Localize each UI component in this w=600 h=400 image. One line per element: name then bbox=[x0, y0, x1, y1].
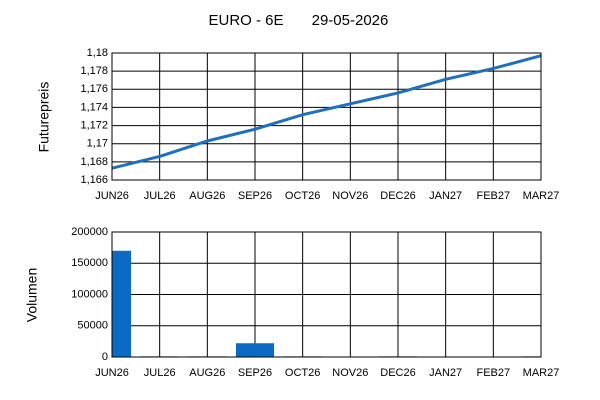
y-tick-label: 1,178 bbox=[80, 65, 108, 77]
y-tick-label: 200000 bbox=[71, 226, 108, 238]
x-tick-label: DEC26 bbox=[380, 190, 415, 202]
x-tick-label: OCT26 bbox=[285, 190, 320, 202]
x-tick-label: NOV26 bbox=[332, 367, 368, 379]
x-tick-label: MAR27 bbox=[523, 367, 560, 379]
x-tick-label: FEB27 bbox=[477, 190, 511, 202]
y-axis-label: Futurepreis bbox=[36, 82, 52, 153]
bars bbox=[112, 250, 541, 357]
y-tick-label: 50000 bbox=[77, 320, 108, 332]
x-tick-label: DEC26 bbox=[380, 367, 415, 379]
x-tick-label: FEB27 bbox=[477, 367, 511, 379]
y-tick-label: 1,174 bbox=[80, 101, 108, 113]
x-tick-label: AUG26 bbox=[189, 367, 225, 379]
x-tick-label: NOV26 bbox=[332, 190, 368, 202]
chart-subtitle: 29-05-2026 bbox=[312, 12, 389, 29]
y-tick-label: 100000 bbox=[71, 288, 108, 300]
x-tick-label: SEP26 bbox=[238, 367, 272, 379]
y-axis-label: Volumen bbox=[24, 268, 40, 322]
x-tick-label: JUL26 bbox=[144, 190, 176, 202]
y-tick-label: 1,168 bbox=[80, 156, 108, 168]
chart-title: EURO - 6E bbox=[208, 12, 283, 29]
x-tick-label: JAN27 bbox=[429, 367, 462, 379]
x-tick-label: JUN26 bbox=[95, 190, 129, 202]
plot-frame bbox=[111, 231, 542, 358]
x-tick-label: JUL26 bbox=[144, 367, 176, 379]
bar bbox=[112, 250, 132, 357]
x-tick-label: JAN27 bbox=[429, 190, 462, 202]
y-tick-label: 1,166 bbox=[80, 174, 108, 186]
y-tick-label: 1,172 bbox=[80, 119, 108, 131]
plot-frame bbox=[111, 52, 542, 181]
y-tick-label: 1,18 bbox=[87, 47, 108, 59]
x-tick-label: OCT26 bbox=[285, 367, 320, 379]
y-tick-label: 1,176 bbox=[80, 83, 108, 95]
x-tick-label: MAR27 bbox=[523, 190, 560, 202]
line bbox=[111, 54, 542, 170]
x-tick-label: AUG26 bbox=[189, 190, 225, 202]
x-tick-label: SEP26 bbox=[238, 190, 272, 202]
bar bbox=[235, 343, 275, 357]
y-tick-label: 0 bbox=[102, 351, 108, 363]
x-tick-label: JUN26 bbox=[95, 367, 129, 379]
y-tick-label: 1,17 bbox=[87, 138, 108, 150]
y-tick-label: 150000 bbox=[71, 257, 108, 269]
